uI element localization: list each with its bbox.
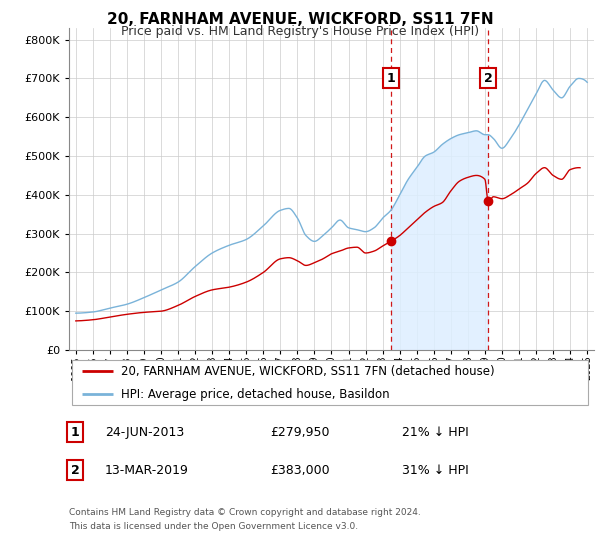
Text: Contains HM Land Registry data © Crown copyright and database right 2024.: Contains HM Land Registry data © Crown c…: [69, 508, 421, 517]
Text: This data is licensed under the Open Government Licence v3.0.: This data is licensed under the Open Gov…: [69, 522, 358, 531]
Text: 2: 2: [484, 72, 493, 85]
Text: HPI: Average price, detached house, Basildon: HPI: Average price, detached house, Basi…: [121, 388, 390, 401]
Text: 20, FARNHAM AVENUE, WICKFORD, SS11 7FN: 20, FARNHAM AVENUE, WICKFORD, SS11 7FN: [107, 12, 493, 27]
Text: 31% ↓ HPI: 31% ↓ HPI: [402, 464, 469, 477]
Text: 21% ↓ HPI: 21% ↓ HPI: [402, 426, 469, 439]
Text: Price paid vs. HM Land Registry's House Price Index (HPI): Price paid vs. HM Land Registry's House …: [121, 25, 479, 38]
Text: 24-JUN-2013: 24-JUN-2013: [105, 426, 184, 439]
Text: 1: 1: [71, 426, 79, 439]
Text: 1: 1: [386, 72, 395, 85]
Text: 2: 2: [71, 464, 79, 477]
Text: £279,950: £279,950: [270, 426, 329, 439]
Text: 13-MAR-2019: 13-MAR-2019: [105, 464, 189, 477]
Text: £383,000: £383,000: [270, 464, 329, 477]
Text: 20, FARNHAM AVENUE, WICKFORD, SS11 7FN (detached house): 20, FARNHAM AVENUE, WICKFORD, SS11 7FN (…: [121, 365, 495, 378]
FancyBboxPatch shape: [71, 360, 589, 405]
